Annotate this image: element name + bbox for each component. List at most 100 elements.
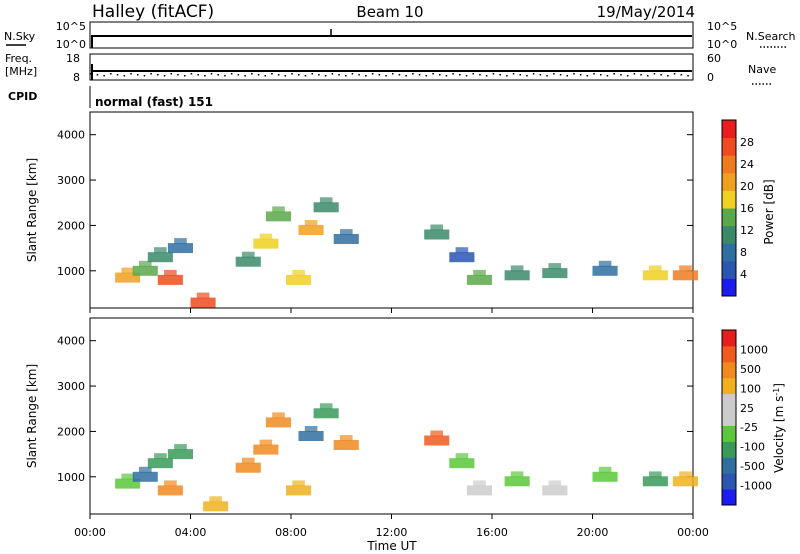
nave-dot [506, 75, 508, 77]
data-patch [319, 403, 333, 410]
nave-dot [687, 75, 689, 77]
nave-dot [190, 73, 193, 75]
date-title: 19/May/2014 [597, 3, 695, 21]
data-patch [164, 269, 177, 276]
nave-dot [660, 74, 662, 76]
data-patch [298, 225, 324, 235]
colorbar-frame [721, 329, 737, 506]
x-tick-label: 16:00 [476, 526, 508, 539]
nave-dot [244, 75, 246, 77]
y-tick-label: 3000 [57, 380, 85, 393]
y-tick-label: 1000 [57, 471, 85, 484]
x-tick-label: 00:00 [677, 526, 709, 539]
nave-dot [345, 75, 347, 77]
data-patch [235, 462, 261, 473]
data-patch [510, 471, 524, 478]
colorbar-swatch [722, 172, 736, 191]
colorbar-swatch [722, 208, 736, 227]
data-patch [174, 238, 187, 245]
data-patch [466, 485, 492, 496]
data-patch [424, 229, 450, 240]
noise-panel [89, 21, 694, 49]
data-patch [286, 274, 312, 285]
nave-dot [499, 74, 501, 76]
colorbar-tick-label: 1000 [740, 343, 768, 356]
colorbar-swatch [722, 393, 736, 410]
colorbar-swatch [722, 377, 736, 395]
colorbar-tick-label: -100 [740, 441, 765, 454]
velocity-panel-frame [89, 317, 694, 515]
data-patch [209, 496, 222, 503]
data-patch [292, 480, 305, 487]
data-patch [190, 297, 216, 308]
data-patch [242, 251, 255, 258]
data-patch [132, 265, 158, 276]
data-patch [292, 269, 305, 276]
data-patch [253, 238, 279, 249]
nave-dot [553, 73, 555, 75]
colorbar-tick-label: -1000 [740, 480, 772, 493]
nave-dot [465, 75, 468, 77]
noise-left-label: N.Sky [4, 30, 36, 43]
x-tick-label: 20:00 [577, 526, 609, 539]
nave-dot [459, 74, 461, 76]
data-patch [147, 458, 173, 469]
data-patch [164, 480, 177, 487]
data-patch [157, 274, 183, 285]
colorbar-tick-label: 12 [740, 224, 754, 237]
nave-dot [392, 73, 394, 75]
nave-dot [237, 74, 240, 76]
nave-dot [526, 75, 528, 77]
data-patch [167, 449, 193, 460]
colorbar-swatch [722, 278, 736, 297]
nave-dot [271, 73, 273, 75]
nave-dot [385, 75, 387, 77]
colorbar-swatch [722, 425, 736, 442]
data-patch [455, 453, 469, 460]
colorbar-swatch [722, 489, 736, 506]
data-patch [196, 292, 210, 299]
nave-dot [680, 74, 683, 76]
freq-left-tick-top: 18 [66, 52, 80, 65]
colorbar-tick-label: 28 [740, 136, 754, 149]
nave-dot [546, 75, 548, 77]
data-patch [430, 224, 443, 231]
nave-dot [653, 73, 656, 75]
data-patch [548, 263, 562, 270]
nave-dot [539, 74, 542, 76]
data-patch [592, 265, 618, 276]
data-patch [510, 265, 524, 272]
nave-dot [439, 74, 441, 76]
nave-dot [432, 73, 434, 75]
data-patch [333, 440, 359, 450]
nave-dot [157, 74, 159, 76]
data-patch [313, 202, 339, 213]
data-patch [115, 272, 141, 283]
data-patch [265, 417, 291, 428]
colorbar-tick-label: 8 [740, 246, 747, 259]
data-patch [466, 274, 492, 285]
data-patch [642, 270, 668, 281]
data-patch [242, 457, 255, 464]
colorbar-tick-label: -500 [740, 460, 765, 473]
colorbar-tick-label: 4 [740, 268, 747, 281]
data-patch [259, 233, 273, 240]
y-tick-label: 2000 [57, 219, 85, 232]
freq-left-unit: [MHz] [5, 65, 37, 78]
data-patch [649, 265, 662, 272]
data-patch [548, 480, 562, 487]
velocity-colorbar-label: Velocity [m s-1] [772, 383, 787, 473]
nave-dot [445, 75, 448, 77]
freq-panel [89, 53, 694, 81]
nave-dot [204, 75, 206, 77]
velocity-y-label: Slant Range [km] [25, 364, 39, 468]
nave-dot [318, 74, 320, 76]
nave-dot [224, 75, 226, 77]
cpid-label: CPID [8, 90, 37, 103]
x-tick-label: 00:00 [74, 526, 106, 539]
data-patch [259, 439, 273, 446]
nave-dot [150, 73, 152, 75]
nave-dot [163, 75, 166, 77]
nave-dot [324, 75, 327, 77]
